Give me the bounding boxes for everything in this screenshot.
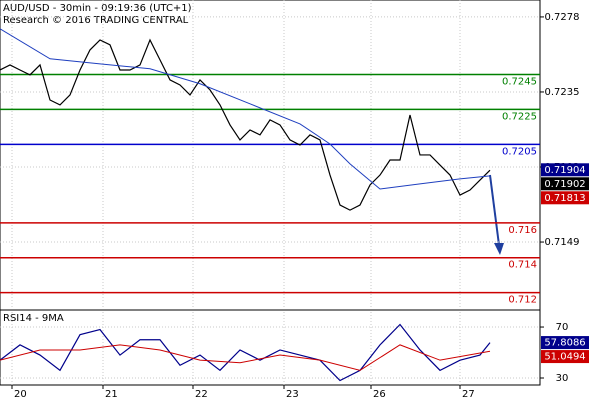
price-marker-label: 0.71904 — [544, 165, 585, 176]
price-marker — [541, 191, 589, 205]
y-tick-label: 70 — [556, 322, 569, 333]
price-marker — [541, 350, 589, 364]
level-label: 0.716 — [508, 225, 537, 236]
price-marker — [541, 177, 589, 191]
x-tick-label: 27 — [462, 389, 475, 400]
y-tick-label: 0.7235 — [545, 87, 580, 98]
chart-title: AUD/USD - 30min - 09:19:36 (UTC+1) — [3, 3, 192, 14]
level-label: 0.714 — [508, 260, 537, 271]
series-line — [0, 28, 491, 190]
x-tick-label: 26 — [373, 389, 386, 400]
x-tick-label: 22 — [195, 389, 208, 400]
y-tick-label: 0.7149 — [545, 237, 580, 248]
level-label: 0.7205 — [502, 146, 537, 157]
level-label: 0.712 — [508, 295, 537, 306]
level-label: 0.7245 — [502, 77, 537, 88]
series-line — [0, 344, 491, 371]
level-label: 0.7225 — [502, 111, 537, 122]
plot-frame — [0, 0, 541, 386]
price-marker-label: 0.71902 — [544, 179, 585, 190]
price-marker — [541, 336, 589, 350]
y-tick-label: 30 — [556, 373, 569, 384]
forecast-arrow — [489, 174, 500, 246]
price-marker-label: 51.0494 — [544, 352, 585, 363]
series-line — [0, 323, 491, 382]
price-marker-label: 57.8086 — [544, 338, 585, 349]
price-marker-label: 0.71813 — [544, 193, 585, 204]
x-tick-label: 23 — [286, 389, 299, 400]
x-tick-label: 21 — [105, 389, 118, 400]
arrow-head — [494, 243, 504, 255]
chart-subtitle: Research © 2016 TRADING CENTRAL — [3, 15, 189, 26]
y-tick-label: 0.7278 — [545, 12, 580, 23]
x-tick-label: 20 — [14, 389, 27, 400]
rsi-title: RSI14 - 9MA — [3, 313, 64, 324]
price-marker — [541, 163, 589, 177]
series-line — [0, 38, 491, 211]
